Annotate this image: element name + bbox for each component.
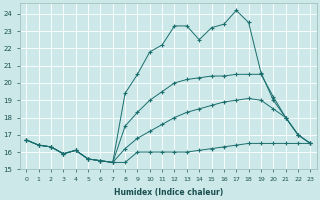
X-axis label: Humidex (Indice chaleur): Humidex (Indice chaleur) <box>114 188 223 197</box>
